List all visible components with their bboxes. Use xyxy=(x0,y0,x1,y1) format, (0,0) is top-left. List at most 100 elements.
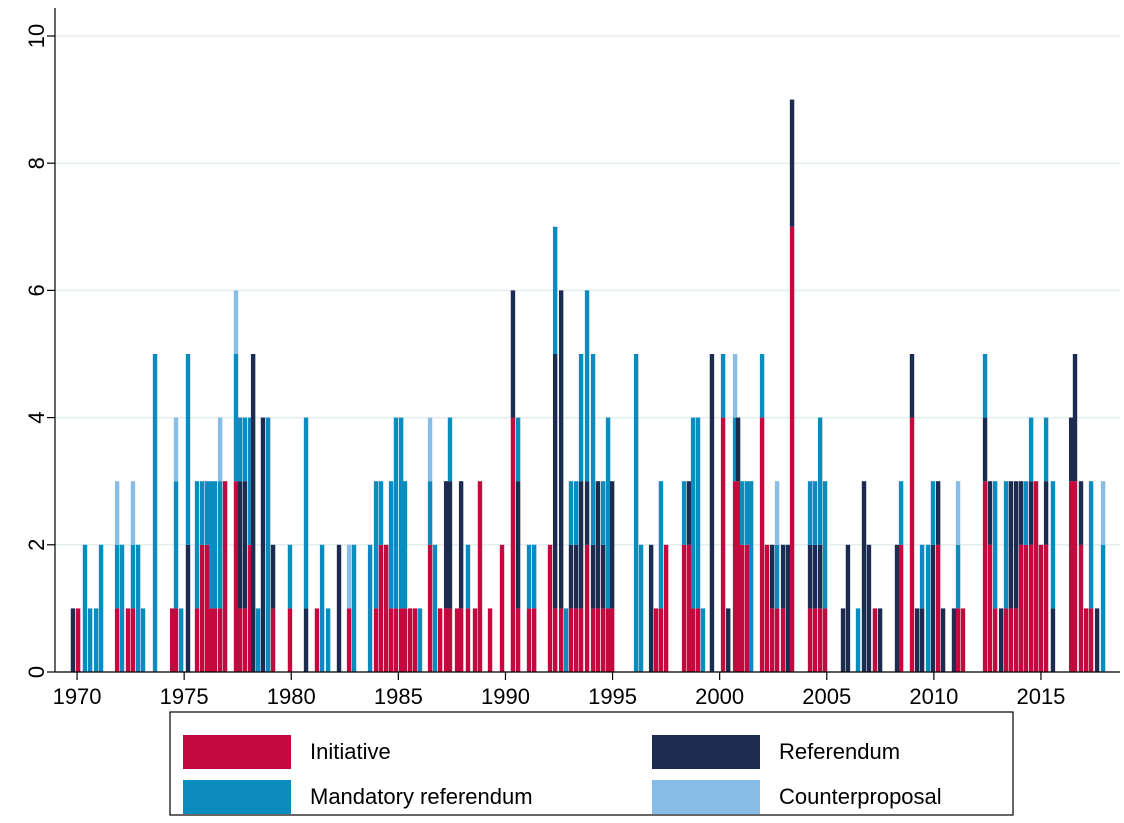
bar-segment xyxy=(578,608,584,672)
bar-segment xyxy=(402,481,408,609)
bar-segment xyxy=(199,481,205,545)
bar-segment xyxy=(93,608,99,672)
bar-segment xyxy=(199,544,205,672)
bar-segment xyxy=(242,481,248,609)
y-tick-label: 6 xyxy=(24,284,49,296)
bar-segment xyxy=(208,481,214,609)
bar-segment xyxy=(840,608,846,672)
bar-segment xyxy=(732,353,738,418)
bar-segment xyxy=(1094,608,1100,672)
bar-segment xyxy=(982,353,988,418)
bar-segment xyxy=(987,544,993,672)
bar-segment xyxy=(732,481,738,672)
bar-segment xyxy=(935,481,941,545)
legend-label: Initiative xyxy=(310,739,391,764)
bar-segment xyxy=(695,417,701,609)
bar-segment xyxy=(515,608,521,672)
legend-swatch xyxy=(183,780,291,814)
bar-segment xyxy=(250,353,256,672)
x-tick-label: 1980 xyxy=(267,684,316,709)
bar-segment xyxy=(584,290,590,482)
bar-segment xyxy=(212,481,218,609)
bar-segment xyxy=(447,417,453,482)
bar-segment xyxy=(940,608,946,672)
bar-segment xyxy=(260,417,266,672)
bar-segment xyxy=(595,481,601,609)
bar-segment xyxy=(432,544,438,672)
bar-segment xyxy=(125,608,131,672)
bar-segment xyxy=(789,99,795,227)
bar-segment xyxy=(169,608,175,672)
bar-segment xyxy=(648,544,654,672)
bar-segment xyxy=(1050,608,1056,672)
bar-segment xyxy=(287,608,293,672)
bar-segment xyxy=(130,544,136,609)
bar-segment xyxy=(1100,544,1106,672)
legend-swatch xyxy=(652,735,760,769)
bar-segment xyxy=(812,544,818,609)
bar-segment xyxy=(605,608,611,672)
bar-segment xyxy=(744,544,750,672)
bar-segment xyxy=(130,481,136,545)
bar-segment xyxy=(930,481,936,545)
x-tick-label: 1995 xyxy=(588,684,637,709)
bar-segment xyxy=(82,544,88,672)
bar-segment xyxy=(194,481,200,609)
bar-segment xyxy=(578,353,584,482)
bar-segment xyxy=(1028,544,1034,672)
bar-segment xyxy=(237,417,243,482)
bar-segment xyxy=(955,608,961,672)
bar-segment xyxy=(817,544,823,609)
bar-segment xyxy=(955,544,961,609)
bar-segment xyxy=(447,608,453,672)
bar-segment xyxy=(130,608,136,672)
bar-segment xyxy=(217,417,223,482)
bar-segment xyxy=(769,544,775,609)
bar-segment xyxy=(780,544,786,609)
bar-segment xyxy=(346,608,352,672)
y-tick-label: 10 xyxy=(24,24,49,48)
bar-segment xyxy=(87,608,93,672)
bar-segment xyxy=(744,481,750,545)
bar-segment xyxy=(1018,481,1024,545)
bar-segment xyxy=(822,608,828,672)
bar-segment xyxy=(872,608,878,672)
bar-segment xyxy=(458,481,464,609)
bar-segment xyxy=(1088,608,1094,672)
bar-segment xyxy=(140,608,146,672)
bar-segment xyxy=(709,353,715,672)
bar-segment xyxy=(458,608,464,672)
bar-segment xyxy=(898,544,904,672)
bar-segment xyxy=(764,544,770,672)
bar-segment xyxy=(1008,608,1014,672)
bar-segment xyxy=(638,544,644,672)
bar-segment xyxy=(552,226,558,354)
bar-segment xyxy=(568,481,574,545)
bar-segment xyxy=(558,290,564,609)
bar-segment xyxy=(487,608,493,672)
bar-segment xyxy=(407,608,413,672)
y-tick-label: 4 xyxy=(24,411,49,423)
bar-segment xyxy=(237,608,243,672)
bar-segment xyxy=(982,417,988,482)
bar-segment xyxy=(894,544,900,672)
bar-segment xyxy=(526,544,532,609)
bar-segment xyxy=(774,544,780,609)
bar-segment xyxy=(960,608,966,672)
bar-segment xyxy=(817,417,823,545)
bar-segment xyxy=(774,481,780,545)
bar-segment xyxy=(204,544,210,672)
bar-segment xyxy=(447,481,453,609)
bar-segment xyxy=(951,608,957,672)
bar-segment xyxy=(393,608,399,672)
bar-segment xyxy=(769,608,775,672)
bar-segment xyxy=(427,544,433,672)
bar-segment xyxy=(686,544,692,672)
bar-segment xyxy=(914,608,920,672)
bar-segment xyxy=(367,544,373,672)
bar-segment xyxy=(114,608,120,672)
bar-segment xyxy=(1043,544,1049,672)
bar-segment xyxy=(789,226,795,672)
y-tick-label: 8 xyxy=(24,157,49,169)
